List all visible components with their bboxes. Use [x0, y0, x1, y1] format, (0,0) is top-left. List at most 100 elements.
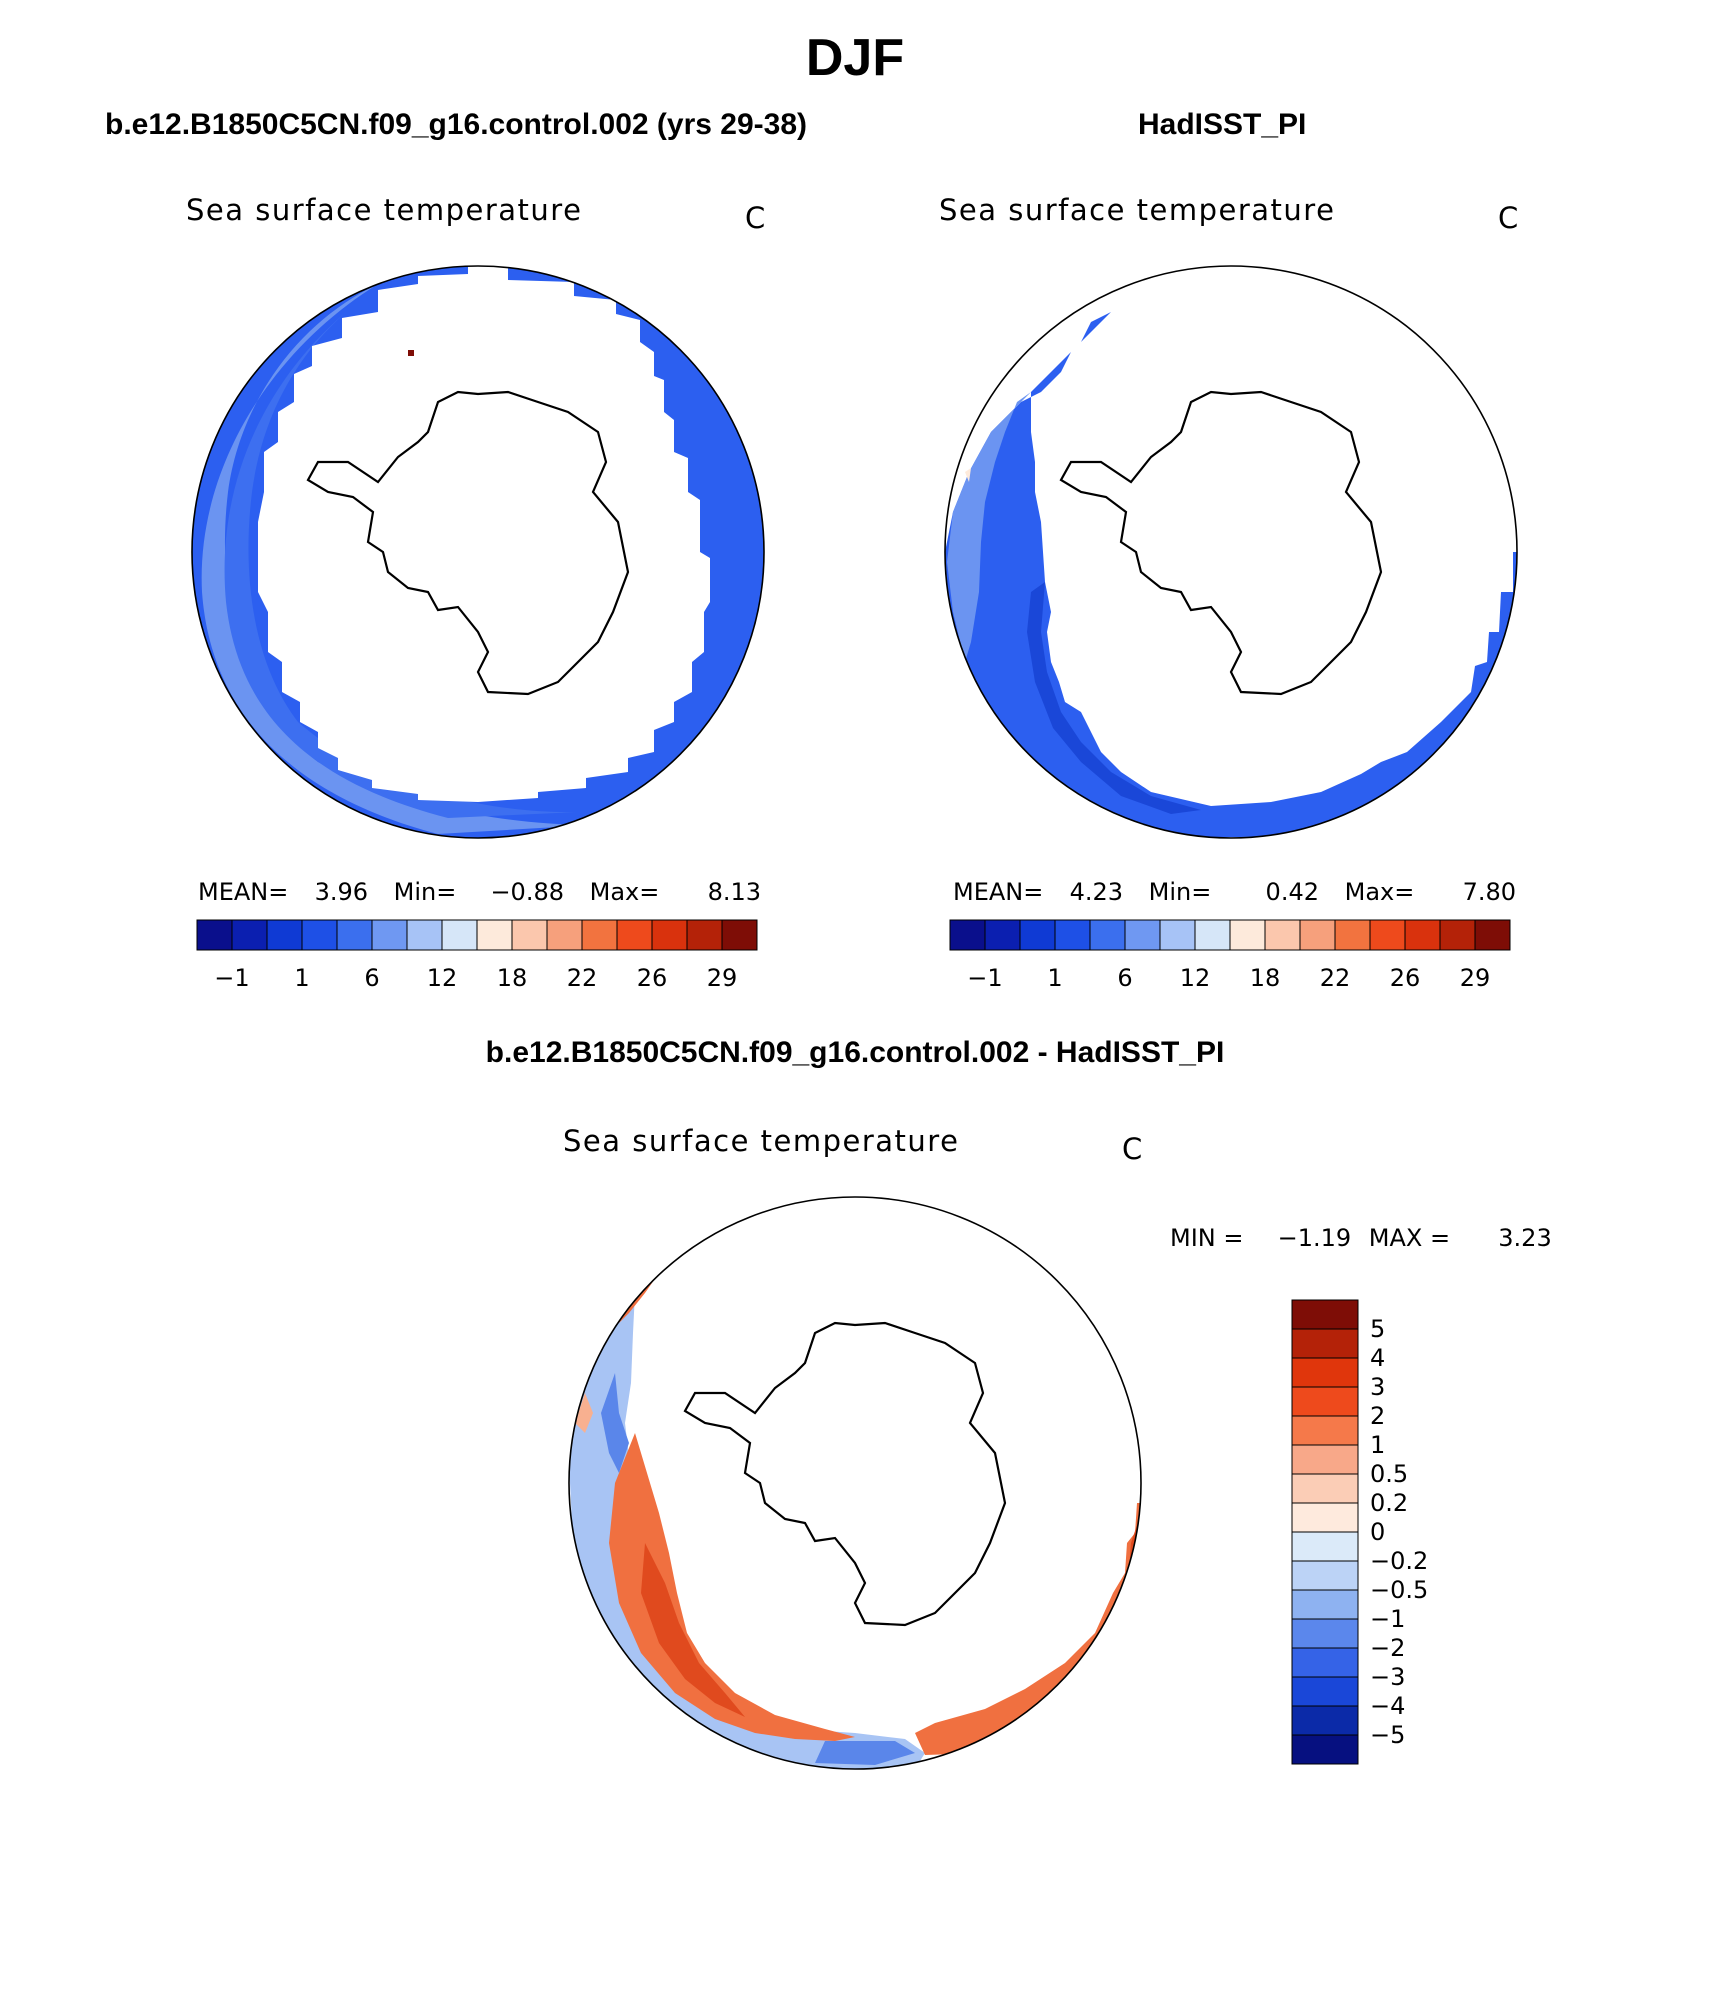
colorbar-tick-label: 26: [1389, 964, 1421, 992]
colorbar-box: [1291, 1444, 1359, 1475]
colorbar-box: [1299, 919, 1336, 951]
cool-core: [601, 1373, 629, 1473]
colorbar-tick-label: −0.2: [1370, 1547, 1429, 1575]
colorbar-box: [651, 919, 688, 951]
colorbar-tick-label: 6: [364, 964, 380, 992]
colorbar-tick-label: −1: [967, 964, 1003, 992]
colorbar-tick-label: 1: [1047, 964, 1063, 992]
colorbar-ticks-diff: 5 4 3 2 1 0.5 0.2 0 −0.2 −0.5 −1 −2 −3 −4 −5: [1370, 1300, 1470, 1764]
map-boundary: [191, 265, 765, 839]
warm-region: [609, 1433, 855, 1741]
colorbar-box: [1124, 919, 1161, 951]
colorbar-box: [686, 919, 723, 951]
colorbar-tick-label: 12: [426, 964, 458, 992]
colorbar-box: [1264, 919, 1301, 951]
colorbar-box: [1229, 919, 1266, 951]
colorbar-box: [406, 919, 443, 951]
colorbar-tick-label: 0.2: [1370, 1489, 1409, 1517]
mean-label: MEAN=: [198, 878, 289, 906]
colorbar-tick-label: 0: [1370, 1518, 1386, 1546]
max-value: 7.80: [1462, 878, 1516, 906]
colorbar-box: [1291, 1734, 1359, 1765]
max-label: Max=: [1344, 878, 1415, 906]
colorbar-box: [1291, 1618, 1359, 1649]
colorbar-box: [581, 919, 618, 951]
min-value: −0.88: [490, 878, 564, 906]
colorbar-tick-label: −4: [1370, 1692, 1406, 1720]
colorbar-tick-label: 22: [1319, 964, 1351, 992]
variable-label-model: Sea surface temperature: [186, 193, 583, 227]
polar-map-diff: [568, 1196, 1142, 1770]
colorbar-box: [196, 919, 233, 951]
colorbar-box: [1291, 1502, 1359, 1533]
colorbar-tick-label: 3: [1370, 1373, 1386, 1401]
min-label: Min=: [393, 878, 457, 906]
colorbar-tick-label: 18: [496, 964, 528, 992]
colorbar-tick-label: 18: [1249, 964, 1281, 992]
min-label: MIN =: [1170, 1224, 1244, 1252]
colorbar-obs: [949, 919, 1511, 951]
colorbar-box: [616, 919, 653, 951]
colorbar-tick-label: −1: [1370, 1605, 1406, 1633]
colorbar-tick-label: 1: [294, 964, 310, 992]
colorbar-tick-label: 0.5: [1370, 1460, 1409, 1488]
colorbar-box: [1291, 1647, 1359, 1678]
colorbar-tick-label: 26: [636, 964, 668, 992]
antarctica-coastline: [1059, 390, 1383, 696]
max-label: Max=: [589, 878, 660, 906]
map-boundary: [944, 265, 1518, 839]
colorbar-box: [441, 919, 478, 951]
stats-diff: MIN = −1.19 MAX = 3.23: [1170, 1224, 1552, 1252]
variable-label-obs: Sea surface temperature: [939, 193, 1336, 227]
colorbar-box: [1291, 1299, 1359, 1330]
antarctica-coastline: [306, 390, 630, 696]
colorbar-box: [1291, 1415, 1359, 1446]
colorbar-box: [266, 919, 303, 951]
colorbar-box: [1439, 919, 1476, 951]
colorbar-box: [1159, 919, 1196, 951]
colorbar-box: [1291, 1676, 1359, 1707]
colorbar-box: [301, 919, 338, 951]
warm-core: [641, 1543, 745, 1717]
colorbar-ticks-obs: −1 1 6 12 18 22 26 29: [950, 960, 1510, 992]
colorbar-box: [511, 919, 548, 951]
colorbar-box: [721, 919, 758, 951]
colorbar-box: [1019, 919, 1056, 951]
colorbar-box: [231, 919, 268, 951]
mean-value: 3.96: [314, 878, 368, 906]
max-label: MAX =: [1368, 1224, 1451, 1252]
colorbar-tick-label: 29: [1459, 964, 1491, 992]
colorbar-box: [1404, 919, 1441, 951]
colorbar-tick-label: 22: [566, 964, 598, 992]
polar-map-model: [191, 265, 765, 839]
colorbar-box: [371, 919, 408, 951]
light-band: [947, 392, 1031, 662]
colorbar-box: [1089, 919, 1126, 951]
colorbar-tick-label: 29: [706, 964, 738, 992]
colorbar-box: [984, 919, 1021, 951]
colorbar-box: [1194, 919, 1231, 951]
colorbar-tick-label: −1: [214, 964, 250, 992]
max-value: 8.13: [707, 878, 761, 906]
colorbar-box: [1054, 919, 1091, 951]
units-label-obs: C: [1498, 201, 1519, 235]
colorbar-box: [1291, 1473, 1359, 1504]
stats-obs: MEAN= 4.23 Min= 0.42 Max= 7.80: [953, 878, 1516, 906]
colorbar-box: [1291, 1357, 1359, 1388]
colorbar-diff: [1291, 1299, 1359, 1765]
colorbar-box: [1291, 1589, 1359, 1620]
colorbar-box: [1291, 1386, 1359, 1417]
colorbar-box: [949, 919, 986, 951]
colorbar-tick-label: 12: [1179, 964, 1211, 992]
colorbar-box: [1474, 919, 1511, 951]
colorbar-box: [546, 919, 583, 951]
min-value: 0.42: [1265, 878, 1319, 906]
mean-value: 4.23: [1069, 878, 1123, 906]
colorbar-box: [1291, 1705, 1359, 1736]
colorbar-box: [1291, 1560, 1359, 1591]
colorbar-tick-label: −3: [1370, 1663, 1406, 1691]
antarctica-coastline: [683, 1321, 1007, 1627]
colorbar-tick-label: 1: [1370, 1431, 1386, 1459]
stats-model: MEAN= 3.96 Min= −0.88 Max= 8.13: [198, 878, 761, 906]
figure-title: DJF: [805, 29, 905, 87]
